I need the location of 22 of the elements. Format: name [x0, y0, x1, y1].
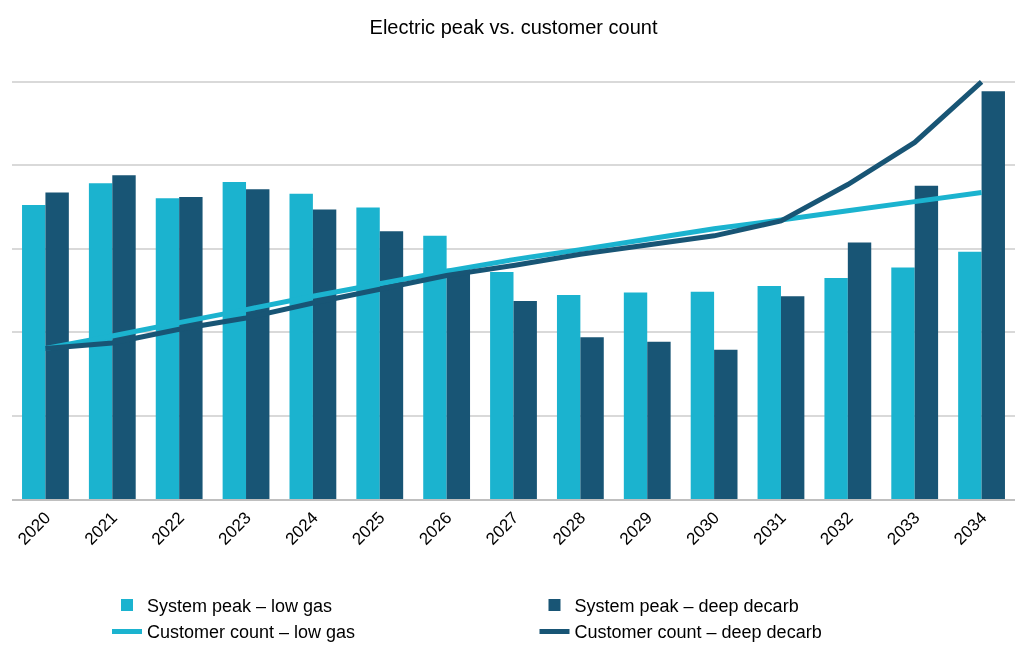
bar — [981, 91, 1005, 499]
bar — [891, 267, 915, 499]
legend-label: Customer count – deep decarb — [574, 622, 822, 643]
bar — [690, 291, 715, 499]
bar — [556, 295, 581, 499]
bar — [513, 300, 537, 499]
bar — [958, 251, 982, 499]
bar — [623, 292, 648, 499]
bar — [22, 204, 46, 499]
bar — [914, 185, 939, 499]
bar — [580, 337, 604, 499]
bar — [824, 277, 848, 499]
bar — [847, 242, 872, 499]
bar — [490, 272, 514, 499]
chart-title: Electric peak vs. customer count — [369, 16, 658, 39]
bar — [757, 285, 781, 499]
legend-label: Customer count – low gas — [147, 622, 356, 643]
legend-label: System peak – deep decarb — [574, 596, 799, 617]
bar — [647, 341, 671, 499]
legend-label: System peak – low gas — [147, 596, 333, 617]
bar — [714, 349, 738, 499]
bar — [780, 296, 805, 499]
